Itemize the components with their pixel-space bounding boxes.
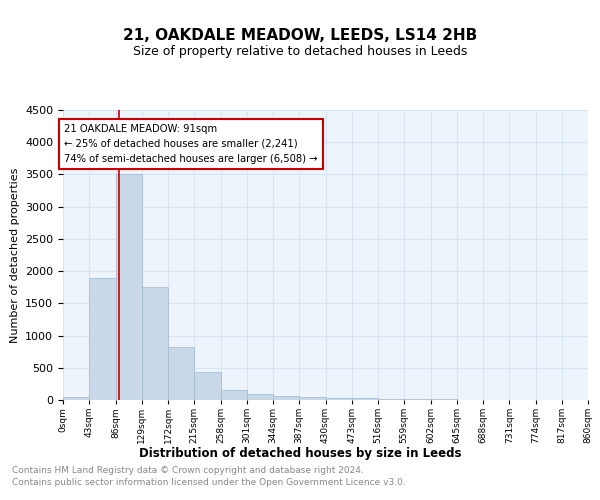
Text: Size of property relative to detached houses in Leeds: Size of property relative to detached ho…	[133, 45, 467, 58]
Bar	[168, 347, 194, 400]
Bar	[299, 397, 325, 400]
Bar	[115, 174, 142, 400]
Bar	[247, 394, 273, 400]
Bar	[63, 397, 89, 400]
Bar	[194, 372, 221, 400]
Bar	[89, 278, 115, 400]
Bar	[273, 396, 299, 400]
Text: 21 OAKDALE MEADOW: 91sqm
← 25% of detached houses are smaller (2,241)
74% of sem: 21 OAKDALE MEADOW: 91sqm ← 25% of detach…	[64, 124, 318, 164]
Text: Contains HM Land Registry data © Crown copyright and database right 2024.: Contains HM Land Registry data © Crown c…	[12, 466, 364, 475]
Text: Distribution of detached houses by size in Leeds: Distribution of detached houses by size …	[139, 448, 461, 460]
Bar	[142, 287, 168, 400]
Bar	[325, 398, 352, 400]
Text: 21, OAKDALE MEADOW, LEEDS, LS14 2HB: 21, OAKDALE MEADOW, LEEDS, LS14 2HB	[123, 28, 477, 42]
Bar	[221, 390, 247, 400]
Text: Contains public sector information licensed under the Open Government Licence v3: Contains public sector information licen…	[12, 478, 406, 487]
Bar	[352, 398, 378, 400]
Y-axis label: Number of detached properties: Number of detached properties	[10, 168, 20, 342]
Bar	[378, 399, 404, 400]
